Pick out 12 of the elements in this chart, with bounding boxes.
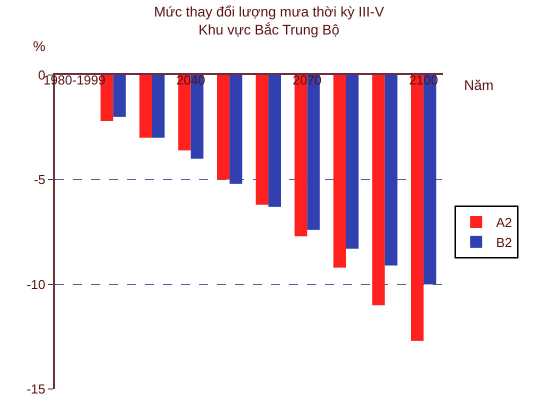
y-tick-label: 0 xyxy=(38,68,46,83)
x-tick-label: 2100 xyxy=(409,72,438,88)
y-tick-label: -10 xyxy=(26,276,46,292)
y-tick-label: -15 xyxy=(26,382,46,397)
legend-label: A2 xyxy=(496,215,512,230)
legend-label: B2 xyxy=(496,234,512,250)
y-axis-title: % xyxy=(33,38,46,54)
x-axis-title: Năm xyxy=(464,77,494,93)
chart-title: Mức thay đổi lượng mưa thời kỳ III-V Khu vực Bắc Trung Bộ xyxy=(154,3,385,38)
y-tick-label: -5 xyxy=(34,172,46,188)
x-tick-label: 2040 xyxy=(176,72,206,88)
x-tick-label: 2070 xyxy=(292,72,322,88)
